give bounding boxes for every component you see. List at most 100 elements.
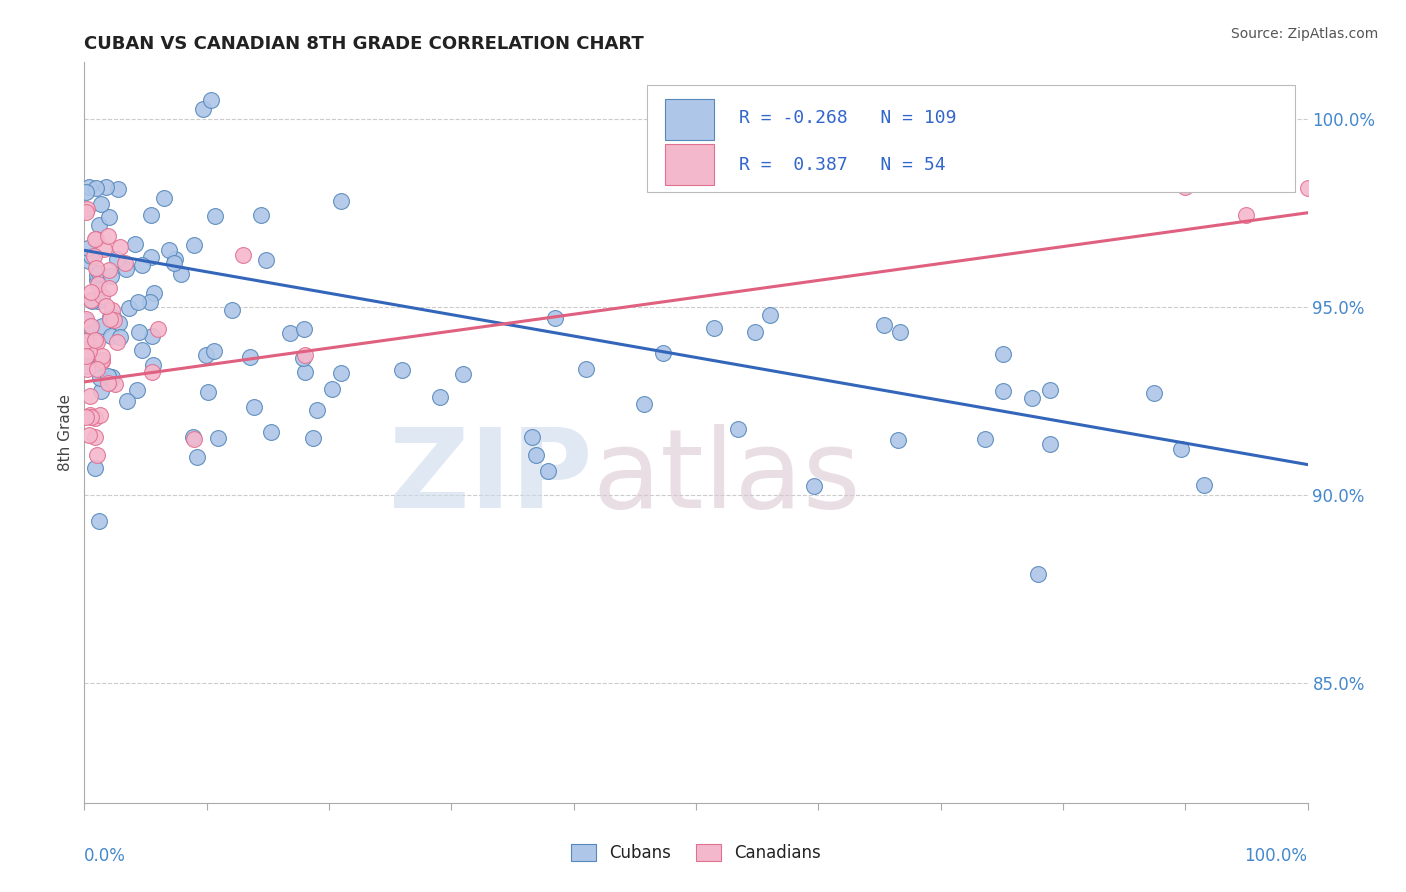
- Point: [84, 333, 107, 347]
- Point: [993, 384, 1015, 398]
- Point: [115, 261, 138, 276]
- Point: [87, 277, 110, 291]
- Bar: [665, 99, 714, 140]
- Point: [114, 256, 136, 270]
- Point: [305, 403, 328, 417]
- Text: 100.0%: 100.0%: [1244, 847, 1308, 865]
- Text: ZIP: ZIP: [388, 424, 592, 531]
- Point: [84, 461, 107, 475]
- Text: R = -0.268   N = 109: R = -0.268 N = 109: [738, 109, 956, 127]
- Point: [90, 289, 112, 303]
- Text: atlas: atlas: [592, 424, 860, 531]
- Point: [239, 351, 262, 365]
- Point: [872, 318, 894, 332]
- Point: [89, 370, 111, 384]
- Point: [141, 329, 163, 343]
- Point: [141, 366, 163, 380]
- Text: CUBAN VS CANADIAN 8TH GRADE CORRELATION CHART: CUBAN VS CANADIAN 8TH GRADE CORRELATION …: [84, 35, 644, 53]
- Point: [100, 329, 122, 343]
- Point: [197, 384, 219, 399]
- Point: [79, 409, 101, 423]
- Point: [127, 295, 149, 310]
- Point: [141, 250, 163, 264]
- Point: [80, 285, 103, 300]
- Point: [80, 294, 103, 309]
- Point: [84, 232, 107, 246]
- Point: [94, 298, 117, 312]
- Point: [86, 362, 108, 376]
- Point: [524, 448, 547, 462]
- Point: [991, 347, 1014, 361]
- Point: [124, 236, 146, 251]
- Point: [76, 328, 98, 343]
- Point: [204, 209, 226, 223]
- Point: [101, 303, 124, 318]
- Point: [157, 243, 180, 257]
- Point: [193, 103, 215, 117]
- Point: [128, 326, 150, 340]
- Point: [75, 349, 97, 363]
- Point: [79, 253, 101, 268]
- Bar: [647, 85, 1295, 192]
- Point: [84, 181, 107, 195]
- Point: [76, 242, 98, 256]
- Point: [163, 256, 186, 270]
- Point: [97, 281, 120, 295]
- Point: [80, 318, 103, 333]
- Point: [142, 359, 165, 373]
- Point: [79, 344, 101, 359]
- Point: [1296, 181, 1319, 195]
- Point: [75, 314, 97, 328]
- Point: [131, 343, 153, 357]
- Point: [451, 368, 474, 382]
- Point: [84, 430, 107, 444]
- Point: [75, 185, 97, 199]
- Point: [76, 362, 98, 376]
- Point: [118, 301, 141, 316]
- Point: [75, 410, 97, 425]
- Point: [80, 249, 103, 263]
- Point: [537, 464, 560, 478]
- Point: [96, 179, 118, 194]
- Point: [803, 479, 825, 493]
- Point: [127, 383, 149, 397]
- Point: [194, 347, 217, 361]
- Point: [170, 267, 193, 281]
- Point: [76, 202, 98, 217]
- Point: [652, 345, 675, 359]
- Point: [103, 313, 125, 327]
- Point: [86, 273, 108, 287]
- Point: [98, 375, 121, 389]
- Point: [321, 382, 343, 396]
- Point: [80, 409, 103, 424]
- Point: [242, 400, 264, 414]
- Point: [89, 219, 111, 233]
- Point: [163, 252, 186, 266]
- Point: [543, 310, 565, 325]
- Point: [887, 433, 910, 447]
- Point: [75, 343, 97, 357]
- Point: [294, 348, 316, 362]
- Point: [97, 210, 120, 224]
- Point: [278, 326, 301, 341]
- Point: [86, 449, 108, 463]
- Point: [75, 312, 97, 326]
- Point: [633, 397, 655, 411]
- Point: [1174, 180, 1197, 194]
- Point: [146, 322, 169, 336]
- Point: [301, 431, 323, 445]
- Point: [1021, 391, 1043, 405]
- Point: [744, 325, 766, 339]
- Point: [522, 430, 544, 444]
- Point: [89, 408, 111, 422]
- Point: [759, 308, 782, 322]
- Legend: Cubans, Canadians: Cubans, Canadians: [564, 837, 828, 869]
- Point: [83, 411, 105, 425]
- Text: 0.0%: 0.0%: [84, 847, 127, 865]
- Point: [87, 514, 110, 528]
- Point: [139, 294, 162, 309]
- Point: [100, 268, 122, 283]
- Point: [83, 232, 105, 246]
- Point: [232, 248, 254, 262]
- Point: [79, 427, 101, 442]
